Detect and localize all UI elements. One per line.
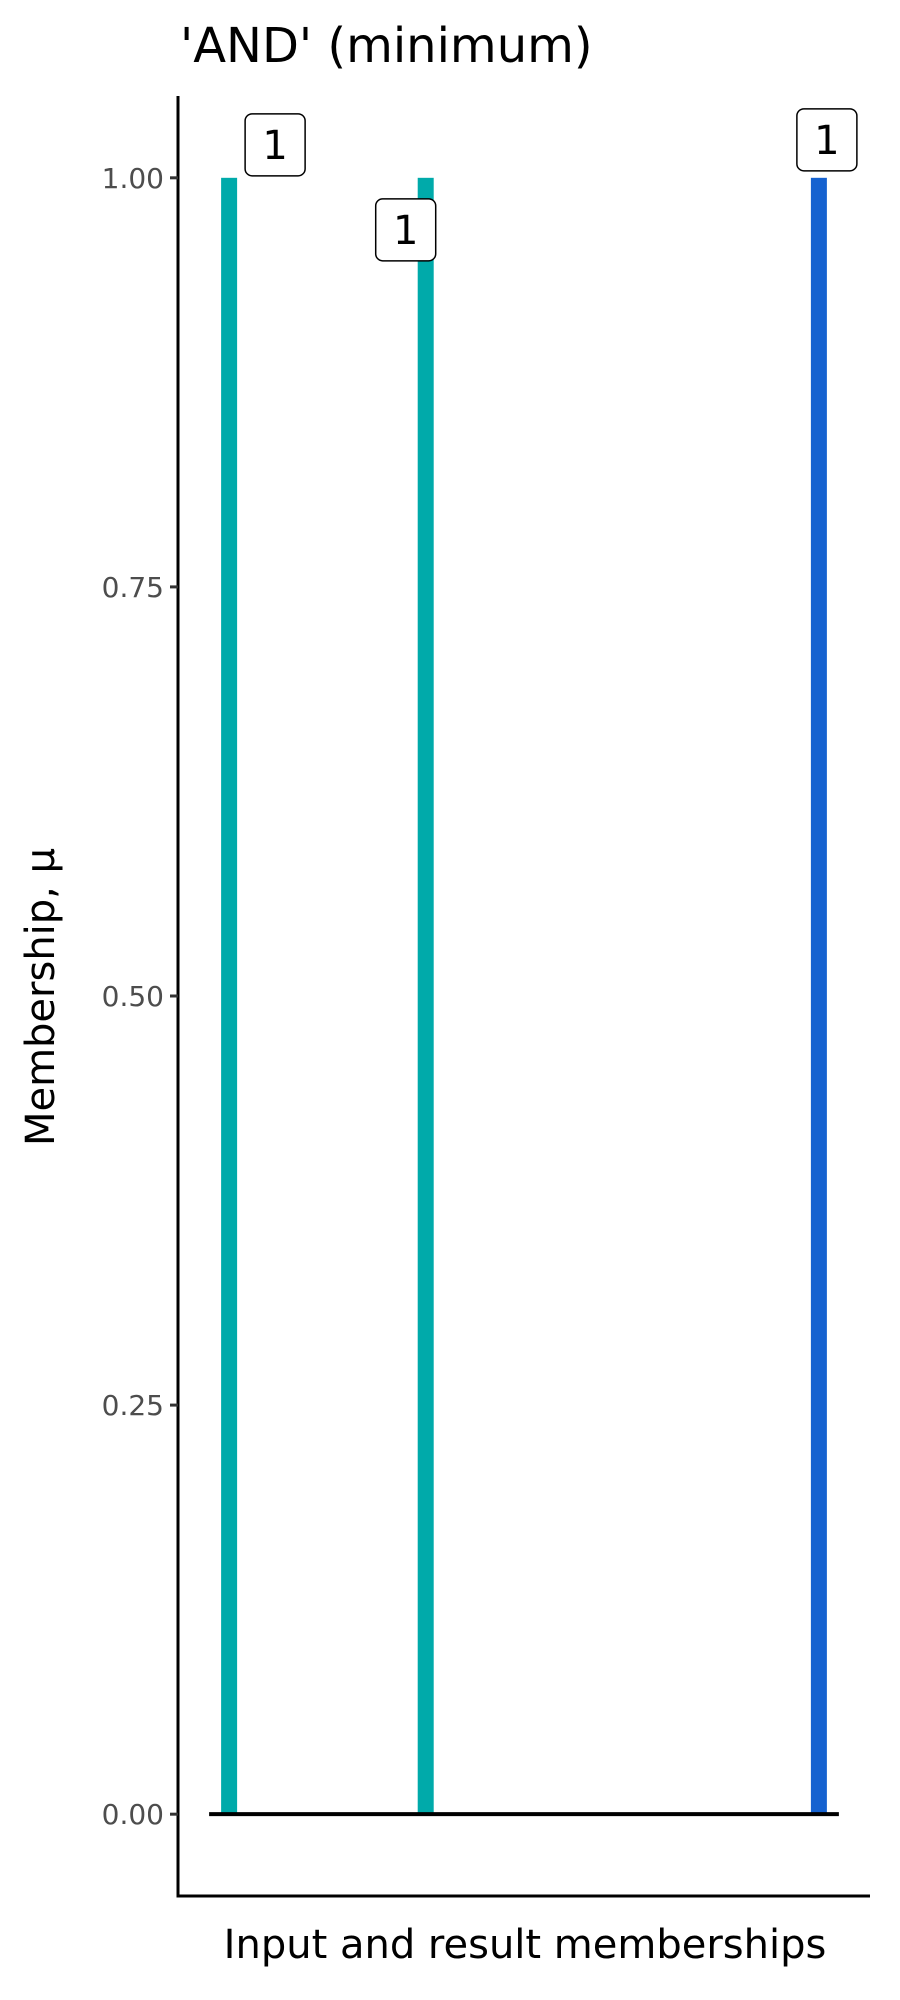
bar — [417, 177, 434, 1815]
bar — [810, 177, 827, 1815]
chart-title: 'AND' (minimum) — [180, 18, 593, 74]
y-axis-title: Membership, μ — [18, 848, 64, 1146]
data-label: 1 — [814, 118, 839, 164]
data-label: 1 — [262, 123, 287, 169]
data-label-box — [796, 108, 858, 172]
x-axis-title: Input and result memberships — [224, 1922, 827, 1968]
data-label-box — [374, 198, 437, 262]
y-tick-label: 0.25 — [102, 1389, 164, 1422]
y-tick-label: 0.75 — [102, 571, 164, 604]
bar — [221, 177, 238, 1815]
y-tick-label: 1.00 — [102, 162, 164, 195]
data-label: 1 — [393, 208, 418, 254]
data-label-box — [244, 113, 306, 177]
y-tick-label: 0.00 — [102, 1798, 164, 1831]
y-tick-label: 0.50 — [102, 980, 164, 1013]
